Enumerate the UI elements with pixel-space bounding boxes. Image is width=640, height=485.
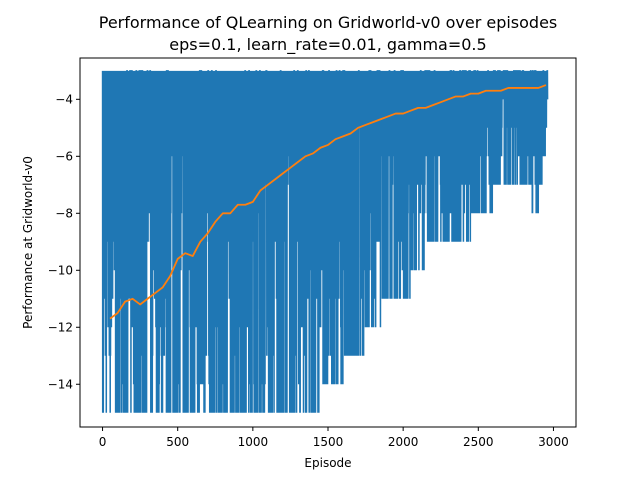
- x-axis-label: Episode: [304, 456, 351, 470]
- plot-area: [101, 70, 549, 413]
- x-tick-label: 1000: [238, 435, 269, 449]
- x-axis: 0 500 1000 1500 2000 2500 3000: [99, 427, 569, 449]
- x-tick-label: 2000: [388, 435, 419, 449]
- y-tick-label: −8: [55, 206, 73, 220]
- y-tick-label: −14: [48, 377, 73, 391]
- x-tick-label: 3000: [538, 435, 569, 449]
- series-raw-performance: [101, 70, 549, 413]
- x-tick-label: 1500: [313, 435, 344, 449]
- chart-title: Performance of QLearning on Gridworld-v0…: [99, 13, 558, 32]
- x-tick-label: 0: [99, 435, 107, 449]
- series-group: [101, 70, 549, 413]
- y-tick-label: −12: [48, 320, 73, 334]
- chart-subtitle: eps=0.1, learn_rate=0.01, gamma=0.5: [169, 35, 486, 55]
- y-axis: −14 −12 −10 −8 −6 −4: [48, 92, 80, 391]
- x-tick-label: 2500: [463, 435, 494, 449]
- y-axis-label: Performance at Gridworld-v0: [21, 156, 35, 329]
- x-tick-label: 500: [166, 435, 189, 449]
- y-tick-label: −10: [48, 263, 73, 277]
- y-tick-label: −6: [55, 149, 73, 163]
- y-tick-label: −4: [55, 92, 73, 106]
- series-moving-average: [109, 84, 547, 320]
